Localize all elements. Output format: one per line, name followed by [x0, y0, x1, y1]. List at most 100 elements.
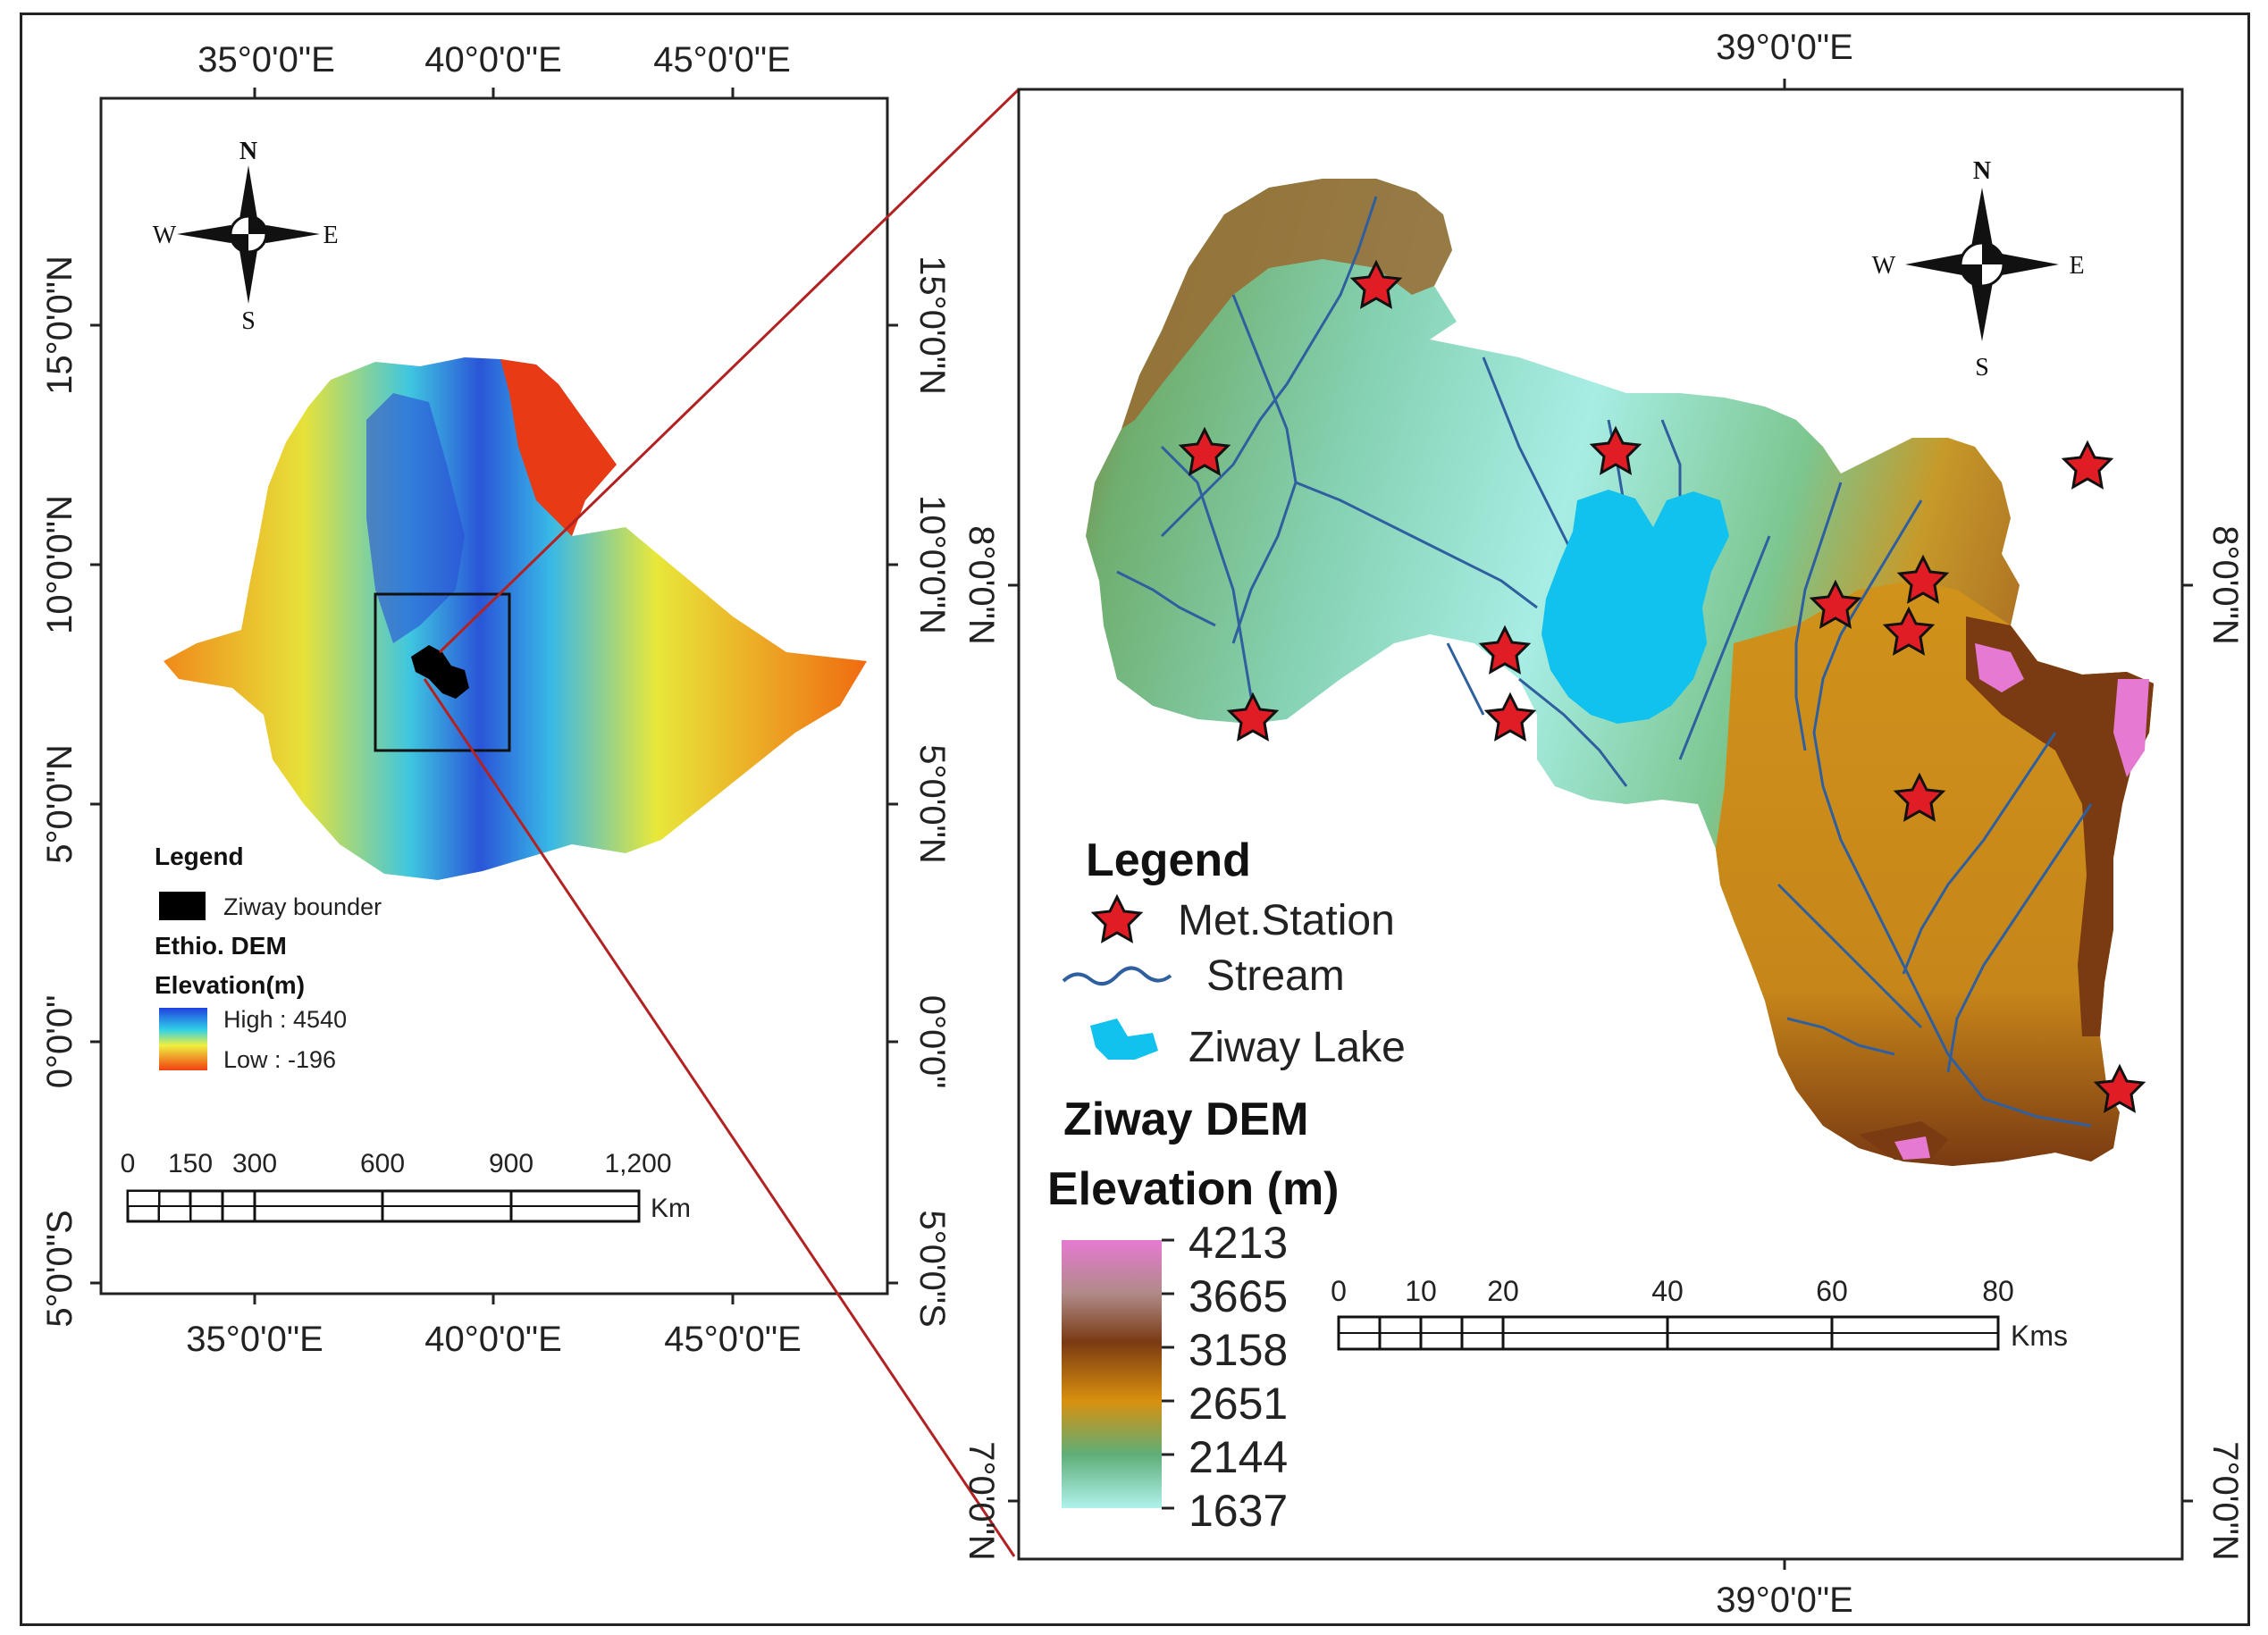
- right-left-tick-2: 7°0'0"N: [962, 1441, 1001, 1560]
- southern-peak: [1894, 1136, 1930, 1160]
- left-side-tick-4: 0°0'0": [40, 995, 80, 1089]
- mid-side-tick-1: 15°0'0"N: [912, 256, 952, 395]
- right-legend-title: Legend: [1086, 834, 1251, 886]
- mid-side-tick-4: 0°0'0": [912, 995, 952, 1089]
- right-map-tick-marks: [1008, 79, 2193, 1570]
- left-top-tick-3: 45°0'0"E: [653, 40, 791, 80]
- left-side-tick-1: 15°0'0"N: [40, 256, 80, 395]
- left-legend-dem-title: Ethio. DEM: [155, 932, 287, 960]
- svg-text:0: 0: [121, 1149, 136, 1178]
- elev-value-4: 2651: [1189, 1379, 1288, 1429]
- left-top-tick-1: 35°0'0"E: [197, 40, 335, 80]
- right-legend-elev-title: Elevation (m): [1047, 1163, 1340, 1215]
- right-map: 39°0'0"E 39°0'0"E 8°0'0"N 7°0'0"N 8°0'0"…: [962, 28, 2245, 1620]
- met-station-marker: [1178, 426, 1231, 476]
- right-legend-ramp-ticks: [1162, 1238, 1174, 1510]
- inset-connector-lines: [423, 88, 1021, 1557]
- svg-text:E: E: [2069, 252, 2084, 280]
- svg-text:Kms: Kms: [2011, 1320, 2068, 1352]
- right-bottom-tick: 39°0'0"E: [1716, 1580, 1853, 1620]
- north-arrow-right: N S W E: [1872, 157, 2085, 382]
- right-top-tick: 39°0'0"E: [1716, 28, 1853, 67]
- legend-station-star: [1090, 893, 1144, 943]
- left-bottom-tick-1: 35°0'0"E: [186, 1320, 323, 1359]
- svg-text:600: 600: [360, 1149, 405, 1178]
- right-legend-elev-ramp: [1062, 1240, 1162, 1508]
- svg-text:60: 60: [1816, 1275, 1848, 1307]
- mid-side-tick-3: 5°0'0"N: [912, 744, 952, 863]
- svg-text:N: N: [1973, 157, 1991, 185]
- afar-lowland: [500, 359, 617, 536]
- left-bottom-tick-3: 45°0'0"E: [664, 1320, 802, 1359]
- elev-value-6: 1637: [1189, 1486, 1288, 1536]
- right-left-tick-1: 8°0'0"N: [962, 525, 1001, 644]
- highland-blue: [366, 393, 465, 643]
- eastern-peak: [1975, 643, 2024, 692]
- left-legend-elev-ramp: [159, 1008, 207, 1070]
- left-top-tick-2: 40°0'0"E: [424, 40, 562, 80]
- svg-text:N: N: [239, 138, 257, 165]
- met-station-marker: [2061, 440, 2114, 490]
- met-stations: [1178, 259, 2146, 1113]
- legend-stream-label: Stream: [1206, 952, 1345, 1000]
- study-area-box: [374, 592, 511, 752]
- legend-stream-symbol: [1062, 966, 1172, 986]
- elev-value-3: 3158: [1189, 1325, 1288, 1375]
- left-side-tick-2: 10°0'0"N: [40, 495, 80, 634]
- left-scale-bar: 0 150 300 600 900 1,200 Km: [121, 1149, 691, 1223]
- elev-value-2: 3665: [1189, 1271, 1288, 1321]
- svg-text:S: S: [241, 307, 256, 335]
- met-station-marker: [2093, 1063, 2146, 1113]
- svg-text:10: 10: [1405, 1275, 1437, 1307]
- legend-lake-label: Ziway Lake: [1189, 1024, 1406, 1071]
- right-right-tick-1: 8°0'0"N: [2205, 525, 2245, 644]
- right-legend-dem-title: Ziway DEM: [1063, 1094, 1309, 1145]
- met-station-marker: [1893, 772, 1946, 822]
- met-station-marker: [1226, 692, 1280, 742]
- svg-text:300: 300: [232, 1149, 277, 1178]
- met-station-marker: [1809, 579, 1862, 629]
- left-legend-low: Low : -196: [223, 1046, 336, 1073]
- ziway-lake: [1541, 490, 1729, 724]
- mid-side-tick-2: 10°0'0"N: [912, 495, 952, 634]
- left-side-tick-3: 5°0'0"N: [40, 744, 80, 863]
- mid-side-tick-5: 5°0'0"S: [912, 1210, 952, 1327]
- met-station-marker: [1896, 554, 1950, 604]
- svg-text:900: 900: [489, 1149, 533, 1178]
- ziway-boundary-small: [411, 645, 469, 699]
- elev-value-1: 4213: [1189, 1218, 1288, 1268]
- northwest-highlands: [1121, 179, 1452, 429]
- met-station-marker: [1589, 425, 1642, 475]
- left-legend-title: Legend: [155, 843, 244, 870]
- north-arrow-left: N S W E: [153, 138, 339, 335]
- left-bottom-tick-2: 40°0'0"E: [424, 1320, 562, 1359]
- left-legend-boundary-label: Ziway bounder: [223, 893, 382, 920]
- svg-text:W: W: [153, 222, 177, 249]
- svg-text:80: 80: [1982, 1275, 2014, 1307]
- svg-text:S: S: [1975, 354, 1989, 382]
- left-legend-high: High : 4540: [223, 1006, 347, 1033]
- met-station-marker: [1349, 259, 1403, 309]
- svg-text:150: 150: [168, 1149, 213, 1178]
- met-station-marker: [1882, 606, 1936, 656]
- right-scale-bar: 0 10 20 40 60 80 Kms: [1331, 1275, 2068, 1352]
- svg-text:40: 40: [1651, 1275, 1684, 1307]
- left-side-tick-5: 5°0'0"S: [40, 1210, 80, 1327]
- left-legend-boundary-swatch: [159, 892, 206, 920]
- far-eastern-peak: [2113, 679, 2149, 777]
- elev-value-5: 2144: [1189, 1432, 1288, 1482]
- legend-station-label: Met.Station: [1178, 897, 1395, 944]
- svg-text:E: E: [323, 222, 338, 249]
- svg-text:Km: Km: [651, 1194, 691, 1223]
- svg-text:W: W: [1872, 252, 1896, 280]
- eastern-ridge: [1966, 616, 2154, 1036]
- svg-text:20: 20: [1487, 1275, 1519, 1307]
- svg-text:0: 0: [1331, 1275, 1347, 1307]
- right-right-tick-2: 7°0'0"N: [2205, 1441, 2245, 1560]
- met-station-marker: [1483, 692, 1537, 742]
- ethiopia-dem: [164, 357, 867, 880]
- legend-lake-symbol: [1090, 1019, 1158, 1060]
- left-map-tick-marks: [90, 88, 898, 1304]
- right-map-frame: [1017, 88, 2184, 1561]
